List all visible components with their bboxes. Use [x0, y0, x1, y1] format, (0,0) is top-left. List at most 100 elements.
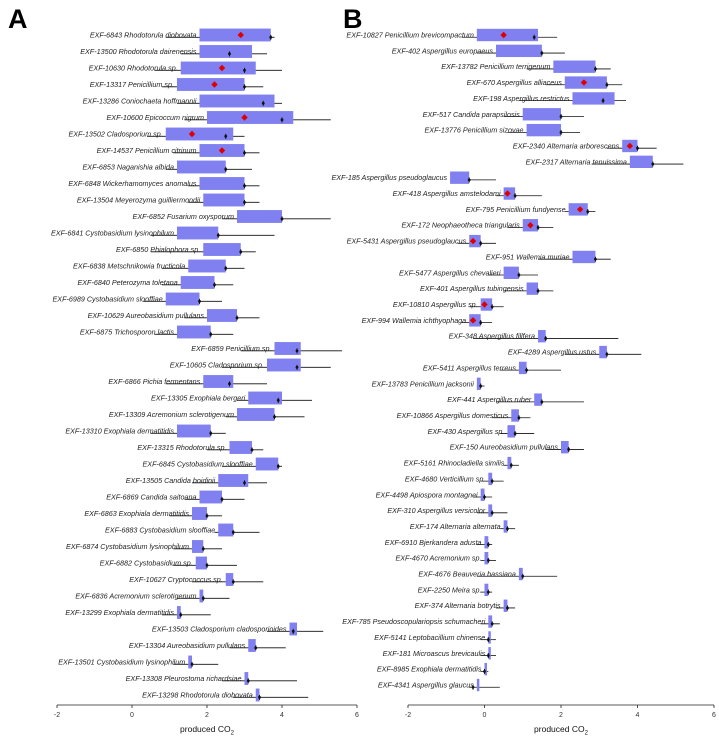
x-tick-label: 6 — [355, 712, 359, 719]
range-box — [267, 358, 301, 372]
median-point — [209, 431, 213, 435]
row-label: EXF-4289 Aspergillus ustus — [508, 348, 597, 357]
row-label: EXF-13502 Cladosporium sp. — [68, 130, 162, 139]
range-box — [203, 193, 245, 207]
data-row: EXF-6843 Rhodotorula diobovata — [90, 28, 275, 42]
median-point — [486, 654, 490, 657]
row-label: EXF-13299 Exophiala dermatitidis — [65, 608, 174, 617]
range-box — [165, 292, 200, 306]
range-box — [199, 28, 271, 42]
data-row: EXF-6874 Cystobasidium lysinophilum — [66, 540, 222, 553]
range-box — [561, 441, 569, 454]
median-point — [261, 101, 265, 105]
data-row: EXF-13503 Cladosporium cladosporioides — [152, 622, 324, 636]
median-point — [521, 574, 525, 578]
range-box — [195, 556, 207, 570]
row-label: EXF-6838 Metschnikowia fructicola — [73, 262, 185, 271]
range-box — [207, 309, 237, 322]
median-point — [295, 365, 299, 369]
median-point — [490, 479, 494, 483]
range-box — [177, 606, 181, 619]
range-box — [177, 78, 245, 91]
median-point — [295, 349, 299, 353]
median-point — [506, 606, 509, 610]
median-point — [605, 83, 609, 87]
row-label: EXF-10627 Cryptococcus sp. — [129, 575, 222, 584]
row-label: EXF-994 Wallemia ichthyophaga — [362, 316, 467, 325]
row-label: EXF-2340 Alternaria arborescens — [513, 141, 620, 150]
row-label: EXF-5141 Leptobacillium chinense — [374, 633, 485, 642]
row-label: EXF-14537 Penicillium citrinum — [97, 146, 197, 155]
row-label: EXF-13309 Acremonium sclerotigenum — [109, 410, 234, 419]
data-row: EXF-13299 Exophiala dermatitidis — [65, 606, 211, 619]
data-row: EXF-4498 Apiospora montagnei — [376, 488, 493, 501]
data-row: EXF-951 Wallemia muriae — [486, 250, 611, 264]
row-label: EXF-6866 Pichia fermentans — [108, 377, 200, 386]
row-label: EXF-13501 Cystobasidium lysinophilum — [58, 658, 185, 667]
range-box — [177, 424, 211, 438]
data-row: EXF-5477 Aspergillus chevalieri — [399, 266, 539, 279]
median-point — [605, 352, 609, 356]
row-label: EXF-4498 Apiospora montagnei — [376, 490, 478, 499]
row-label: EXF-13308 Pleurostoma richardsiae — [126, 674, 242, 683]
row-label: EXF-4341 Aspergillus glaucus — [378, 681, 474, 690]
row-label: EXF-172 Neophaeotheca triangularis — [401, 221, 520, 230]
row-label: EXF-10600 Epicoccum nigrum — [107, 113, 204, 122]
range-box — [526, 123, 561, 137]
row-label: EXF-185 Aspergillus pseudoglaucus — [331, 173, 447, 182]
data-row: EXF-6850 Phialophora sp. — [116, 243, 256, 256]
row-label: EXF-5161 Rhinocladiella similis — [404, 459, 505, 468]
data-row: EXF-517 Candida parapsilosis — [423, 108, 584, 121]
star-marker — [580, 79, 588, 86]
median-point — [467, 178, 471, 182]
x-tick-label: 4 — [636, 712, 640, 719]
range-box — [192, 507, 207, 520]
star-marker — [576, 206, 584, 213]
data-row: EXF-13502 Cladosporium sp. — [68, 127, 245, 141]
range-box — [518, 361, 527, 375]
row-label: EXF-198 Aspergillus restrictus — [473, 94, 570, 103]
median-point — [269, 35, 273, 39]
star-marker — [218, 147, 226, 154]
data-row: EXF-8985 Exophiala dermatitidis — [377, 662, 489, 676]
data-row: EXF-14537 Penicillium citrinum — [97, 144, 260, 157]
range-box — [507, 425, 516, 438]
range-box — [180, 61, 256, 75]
range-box — [255, 688, 260, 702]
median-point — [198, 299, 201, 303]
range-box — [503, 599, 508, 612]
data-row: EXF-785 Pseudoscopulariopsis schumacheri — [342, 615, 500, 628]
range-box — [484, 551, 489, 565]
data-row: EXF-5411 Aspergillus terreus — [423, 361, 561, 375]
star-marker — [527, 222, 534, 229]
range-box — [476, 377, 481, 390]
median-point — [490, 305, 494, 309]
median-point — [220, 497, 224, 501]
row-label: EXF-6843 Rhodotorula diobovata — [90, 31, 197, 40]
range-box — [484, 536, 489, 549]
data-row: EXF-13782 Penicillium terrigenum — [441, 60, 611, 73]
row-label: EXF-4676 Beauveria bassiana — [418, 570, 516, 579]
range-box — [488, 472, 493, 486]
data-row: EXF-13505 Candida boidinii — [126, 474, 267, 487]
median-point — [486, 590, 490, 594]
star-marker — [504, 190, 511, 197]
data-row: EXF-10827 Penicillium brevicompactum — [346, 28, 558, 42]
data-row: EXF-185 Aspergillus pseudoglaucus — [331, 171, 496, 184]
range-box — [526, 282, 539, 295]
median-point — [243, 184, 246, 188]
median-point — [213, 283, 216, 287]
row-label: EXF-310 Aspergillus versicolor — [387, 506, 486, 515]
median-point — [276, 464, 280, 468]
median-point — [601, 99, 605, 103]
data-row: EXF-670 Aspergillus alliaceus — [467, 76, 623, 89]
data-row: EXF-13504 Meyerozyma guilliermondii — [77, 193, 260, 207]
data-row: EXF-795 Penicillium fundyense — [466, 203, 596, 216]
row-label: EXF-13305 Exophiala bergeri — [151, 394, 246, 403]
row-label: EXF-6910 Bjerkandera adusta — [385, 538, 482, 547]
range-box — [488, 631, 491, 644]
data-row: EXF-13304 Aureobasidium pullulans — [129, 639, 286, 652]
range-box — [199, 177, 245, 190]
median-point — [243, 68, 246, 72]
data-row: EXF-374 Alternaria botrytis — [415, 599, 516, 612]
